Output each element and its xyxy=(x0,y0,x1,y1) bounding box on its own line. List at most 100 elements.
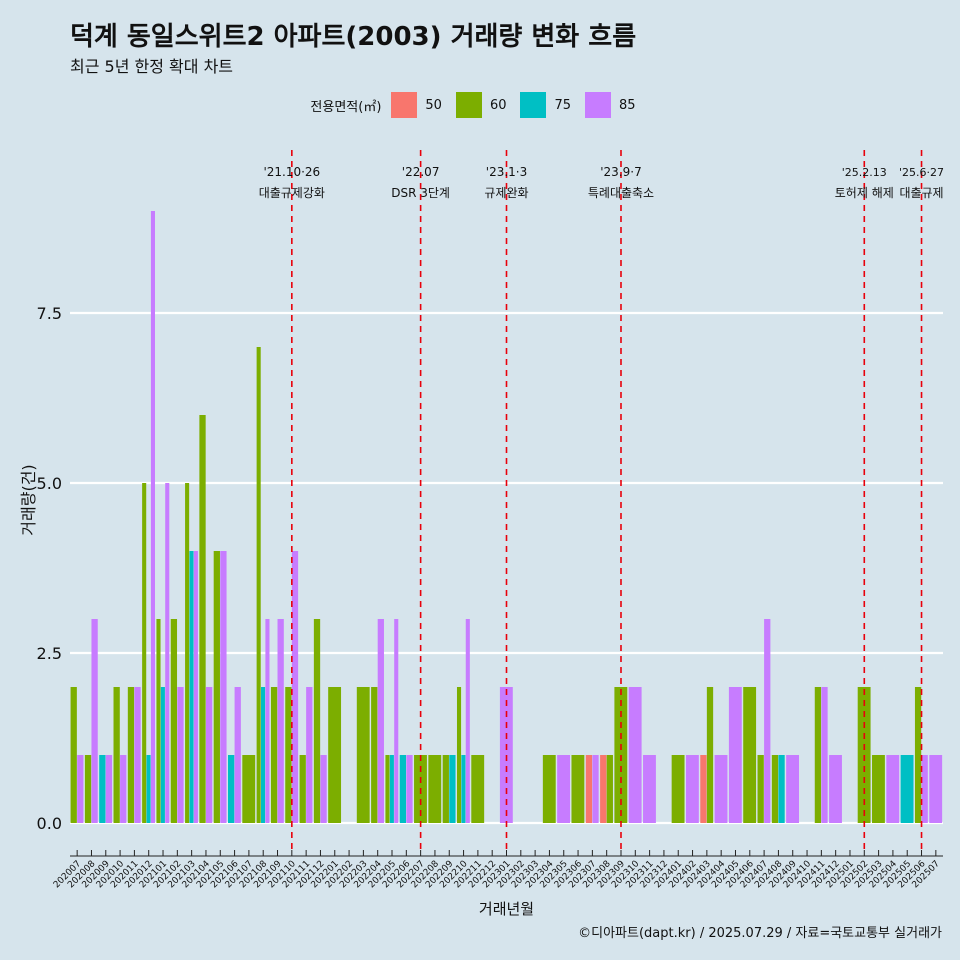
bar-202104-60 xyxy=(199,415,206,823)
bar-202110-60 xyxy=(285,687,292,823)
bar-202210-85 xyxy=(465,619,470,823)
event-label: 대출규제 xyxy=(899,186,943,200)
bar-202401-60 xyxy=(671,755,685,823)
bar-202008-60 xyxy=(84,755,92,823)
bar-202412-85 xyxy=(829,755,842,823)
bar-202103-60 xyxy=(185,483,190,823)
bar-202011-85 xyxy=(134,687,141,823)
event-date: '21.10·26 xyxy=(263,165,320,179)
bar-202308-50 xyxy=(600,755,607,823)
legend: 전용면적(㎡) 50 60 75 85 xyxy=(0,92,960,118)
bar-202503-60 xyxy=(872,755,885,823)
bar-202406-60 xyxy=(743,687,757,823)
bar-202403-50 xyxy=(700,755,707,823)
chart-title: 덕계 동일스위트2 아파트(2003) 거래량 변화 흐름 xyxy=(70,22,637,52)
bar-202106-75 xyxy=(227,755,235,823)
bar-202211-60 xyxy=(471,755,485,823)
bar-202310-85 xyxy=(628,687,642,823)
bar-202101-75 xyxy=(160,687,165,823)
legend-item-50: 50 xyxy=(391,92,442,118)
event-label: DSR 3단계 xyxy=(391,186,450,200)
bar-202409-85 xyxy=(786,755,800,823)
bar-202407-60 xyxy=(757,755,764,823)
bar-202101-60 xyxy=(156,619,161,823)
event-date: '25.2.13 xyxy=(842,166,887,179)
bar-202109-60 xyxy=(270,687,278,823)
bar-202209-75 xyxy=(449,755,456,823)
chart-subtitle: 최근 5년 한정 확대 차트 xyxy=(70,57,234,76)
bar-202506-60 xyxy=(914,687,922,823)
bar-202407-85 xyxy=(764,619,771,823)
bar-202107-60 xyxy=(242,755,256,823)
bar-202205-75 xyxy=(389,755,394,823)
bar-202411-60 xyxy=(814,687,822,823)
bar-202307-50 xyxy=(585,755,593,823)
bar-202112-60 xyxy=(313,619,321,823)
bar-202012-60 xyxy=(142,483,147,823)
bar-202106-85 xyxy=(234,687,241,823)
bar-202306-60 xyxy=(571,755,585,823)
bar-202105-85 xyxy=(220,551,227,823)
event-label: 규제완화 xyxy=(484,186,528,200)
y-tick-label: 0.0 xyxy=(37,814,62,833)
bar-202010-85 xyxy=(120,755,127,823)
bar-202408-60 xyxy=(771,755,779,823)
bar-202505-75 xyxy=(900,755,914,823)
bar-202304-60 xyxy=(542,755,556,823)
legend-item-75: 75 xyxy=(520,92,571,118)
bar-202102-85 xyxy=(177,687,184,823)
legend-label-50: 50 xyxy=(425,97,442,113)
legend-item-60: 60 xyxy=(455,92,506,118)
event-date: '23.1·3 xyxy=(486,165,527,179)
bar-202103-75 xyxy=(189,551,194,823)
bar-202205-85 xyxy=(394,619,399,823)
bar-202007-60 xyxy=(70,687,77,823)
bar-202201-60 xyxy=(328,687,342,823)
legend-swatch-60 xyxy=(455,92,482,118)
bar-202112-85 xyxy=(320,755,327,823)
bar-202411-85 xyxy=(821,687,828,823)
bar-202311-85 xyxy=(643,755,656,823)
bar-202008-85 xyxy=(91,619,98,823)
source-caption: ©디아파트(dapt.kr) / 2025.07.29 / 자료=국토교통부 실… xyxy=(578,926,942,941)
event-label: 대출규제강화 xyxy=(259,186,325,200)
bar-202402-85 xyxy=(685,755,699,823)
bar-202011-60 xyxy=(127,687,135,823)
bar-202206-85 xyxy=(406,755,413,823)
bar-202408-75 xyxy=(778,755,785,823)
bar-202405-85 xyxy=(728,687,742,823)
bar-202012-75 xyxy=(146,755,151,823)
bar-202305-85 xyxy=(557,755,571,823)
bar-202111-85 xyxy=(306,687,313,823)
bar-202009-85 xyxy=(105,755,113,823)
legend-title: 전용면적(㎡) xyxy=(310,99,382,115)
event-date: '25.6·27 xyxy=(899,166,944,179)
x-axis-title: 거래년월 xyxy=(479,900,534,918)
bar-202204-85 xyxy=(377,619,384,823)
bar-202102-60 xyxy=(170,619,178,823)
y-tick-label: 2.5 xyxy=(37,644,62,663)
bar-202101-85 xyxy=(165,483,170,823)
bar-202210-75 xyxy=(461,755,466,823)
bar-202110-85 xyxy=(291,551,299,823)
legend-swatch-50 xyxy=(391,92,418,118)
bar-202210-60 xyxy=(456,687,462,823)
bar-202307-85 xyxy=(592,755,599,823)
bar-202404-85 xyxy=(714,755,728,823)
bar-202111-60 xyxy=(299,755,306,823)
legend-item-85: 85 xyxy=(585,92,636,118)
legend-swatch-75 xyxy=(520,92,547,118)
legend-label-85: 85 xyxy=(619,97,636,113)
bar-202108-60 xyxy=(256,347,261,823)
bar-202208-60 xyxy=(428,755,442,823)
bar-202104-85 xyxy=(205,687,213,823)
bar-202105-60 xyxy=(213,551,220,823)
bar-202012-85 xyxy=(150,211,155,823)
bar-202506-85 xyxy=(921,755,928,823)
y-axis-title: 거래량(건) xyxy=(19,464,38,535)
bar-202308-60 xyxy=(606,755,613,823)
bar-202108-85 xyxy=(265,619,270,823)
event-label: 특례대출축소 xyxy=(588,186,654,200)
bar-202007-85 xyxy=(77,755,84,823)
